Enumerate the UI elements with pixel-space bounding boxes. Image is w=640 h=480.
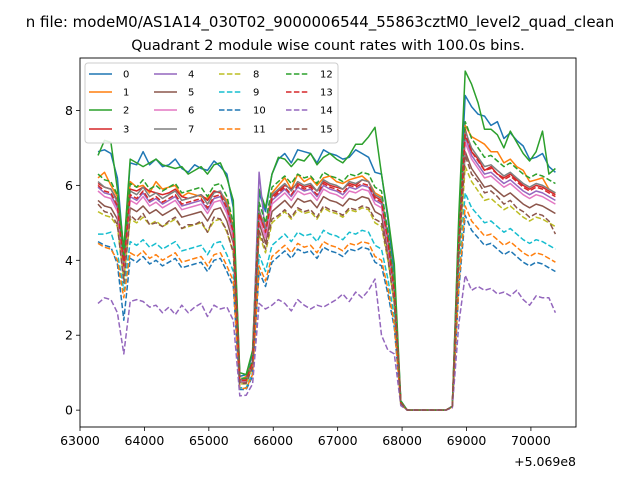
figure-suptitle: n file: modeM0/AS1A14_030T02_9000006544_… [26,13,615,32]
legend-label-6: 6 [188,106,194,117]
x-tick-label: 65000 [189,433,229,448]
x-tick-label: 67000 [318,433,358,448]
legend-label-5: 5 [188,88,194,99]
legend-label-12: 12 [320,70,333,81]
series-line-3 [97,128,556,411]
series-line-13 [97,134,556,411]
chart-title: Quadrant 2 module wise count rates with … [131,38,525,54]
y-tick-label: 6 [65,178,73,193]
legend-label-3: 3 [123,125,129,136]
series-line-1 [97,124,556,411]
legend-label-11: 11 [253,125,266,136]
series-line-11 [97,205,556,411]
x-tick-label: 68000 [382,433,422,448]
x-tick-label: 70000 [511,433,551,448]
legend-label-4: 4 [188,70,194,81]
x-tick-label: 63000 [60,433,100,448]
legend-label-15: 15 [320,125,333,136]
x-tick-label: 69000 [447,433,487,448]
y-tick-label: 0 [65,403,73,418]
series-line-2 [97,70,556,411]
series-line-4 [97,135,556,411]
series-line-0 [97,94,556,411]
series-layer [97,70,557,411]
x-offset-label: +5.069e8 [514,454,576,469]
legend-label-0: 0 [123,70,129,81]
legend-label-9: 9 [253,88,259,99]
series-line-12 [97,120,556,411]
series-line-5 [97,150,556,411]
legend-label-7: 7 [188,125,194,136]
series-line-10 [97,214,556,411]
plot-frame [79,57,577,428]
x-tick-label: 66000 [253,433,293,448]
axis-ticks: 63000 64000 65000 66000 67000 68000 69000 70000… [60,103,551,448]
legend-label-1: 1 [123,88,129,99]
y-tick-label: 2 [65,328,73,343]
y-tick-label: 8 [65,103,73,118]
series-line-9 [98,192,556,411]
legend-label-2: 2 [123,106,129,117]
x-tick-label: 64000 [125,433,165,448]
series-line-8 [97,165,556,411]
series-line-15 [97,154,557,411]
legend-label-14: 14 [320,106,333,117]
series-line-14 [97,274,557,411]
legend-label-10: 10 [253,106,266,117]
y-tick-label: 4 [65,253,73,268]
series-line-7 [97,130,556,411]
legend-label-13: 13 [320,88,333,99]
legend-label-8: 8 [253,70,259,81]
series-line-6 [97,141,556,411]
legend-box [84,62,339,144]
